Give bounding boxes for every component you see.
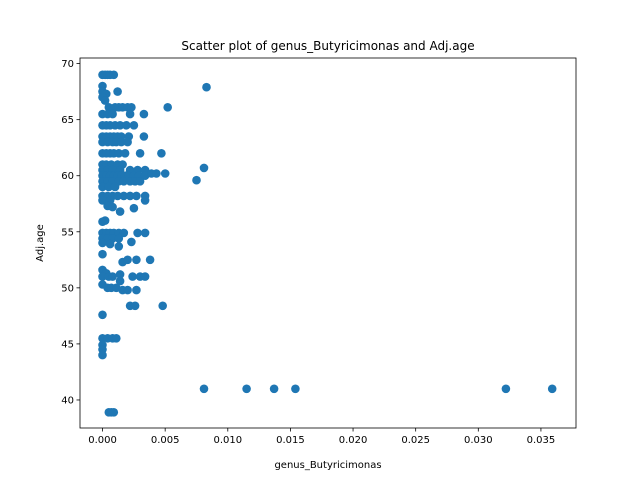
x-tick-label: 0.015 (276, 435, 305, 446)
data-point (202, 82, 211, 92)
data-point (123, 285, 132, 295)
y-tick-label: 50 (61, 283, 74, 294)
plot-area-frame (79, 57, 577, 429)
data-point (115, 270, 125, 279)
x-axis-label: genus_Butyricimonas (274, 460, 381, 471)
x-tick-label: 0.020 (339, 435, 368, 446)
data-point (269, 384, 279, 394)
data-point (157, 149, 166, 158)
data-point (135, 149, 145, 158)
data-point (108, 272, 117, 281)
data-point (115, 121, 125, 130)
data-point (129, 203, 139, 213)
x-tick-label: 0.005 (151, 435, 180, 446)
data-point (129, 121, 139, 130)
y-axis-ticks: 40 45 50 55 60 65 70 (61, 59, 80, 406)
data-point (135, 177, 145, 186)
data-point (242, 384, 251, 394)
data-point (112, 334, 121, 343)
data-point (140, 196, 150, 205)
data-point (100, 216, 110, 225)
data-point (130, 301, 140, 311)
data-point (291, 384, 300, 394)
data-point (108, 109, 117, 119)
data-point (114, 242, 124, 251)
data-point (113, 87, 122, 96)
x-tick-label: 0.025 (401, 435, 430, 446)
x-axis-ticks: 0.000 0.005 0.010 0.015 0.020 0.025 0.030 0.035 (88, 428, 555, 446)
data-point (128, 272, 137, 281)
data-point (117, 137, 126, 147)
data-point (98, 249, 107, 259)
points-layer (98, 70, 557, 417)
data-point (115, 207, 125, 216)
data-point (140, 228, 150, 238)
data-point (122, 121, 131, 130)
data-point (113, 191, 122, 201)
data-point (114, 149, 124, 158)
data-point (123, 255, 132, 265)
data-point (98, 238, 107, 248)
y-tick-label: 55 (61, 227, 74, 238)
data-point (192, 175, 201, 185)
data-point (119, 191, 129, 201)
data-point (98, 350, 107, 360)
data-point (98, 272, 107, 281)
data-point (132, 191, 141, 201)
x-tick-label: 0.010 (213, 435, 242, 446)
data-point (119, 228, 129, 238)
data-point (109, 408, 119, 417)
data-point (104, 103, 114, 112)
data-point (163, 103, 172, 112)
data-point (108, 202, 117, 212)
data-point (119, 177, 129, 186)
x-tick-label: 0.030 (464, 435, 493, 446)
data-point (109, 70, 119, 80)
y-axis-label: Adj.age (35, 224, 46, 262)
data-point (152, 169, 161, 178)
data-point (125, 109, 135, 119)
data-point (132, 285, 141, 295)
data-point (133, 228, 142, 238)
data-point (140, 272, 150, 281)
y-tick-label: 40 (61, 395, 74, 406)
data-point (125, 191, 135, 201)
data-point (98, 196, 107, 205)
data-point (127, 237, 136, 247)
data-point (547, 384, 557, 394)
x-tick-label: 0.000 (88, 435, 117, 446)
data-point (145, 255, 155, 265)
data-point (501, 384, 511, 394)
data-point (120, 149, 130, 158)
data-point (127, 103, 136, 112)
data-point (114, 234, 124, 243)
data-point (104, 182, 114, 192)
data-point (160, 169, 170, 178)
data-point (139, 132, 149, 141)
y-tick-label: 70 (61, 59, 74, 70)
x-tick-label: 0.035 (527, 435, 556, 446)
data-point (105, 239, 115, 249)
y-tick-label: 60 (61, 171, 74, 182)
data-point (98, 182, 107, 192)
y-tick-label: 45 (61, 339, 74, 350)
y-tick-label: 65 (61, 115, 74, 126)
data-point (98, 310, 107, 320)
data-point (139, 109, 149, 119)
chart-title: Scatter plot of genus_Butyricimonas and … (181, 39, 474, 53)
data-point (100, 96, 110, 105)
data-point (123, 137, 132, 147)
data-point (132, 255, 141, 265)
data-point (115, 276, 125, 286)
data-point (199, 384, 209, 394)
data-point (110, 182, 120, 192)
data-point (158, 301, 167, 311)
data-point (199, 163, 209, 173)
